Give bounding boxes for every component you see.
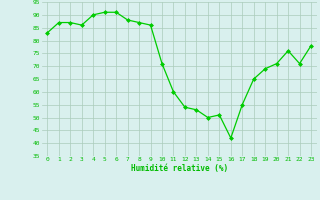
- X-axis label: Humidité relative (%): Humidité relative (%): [131, 164, 228, 173]
